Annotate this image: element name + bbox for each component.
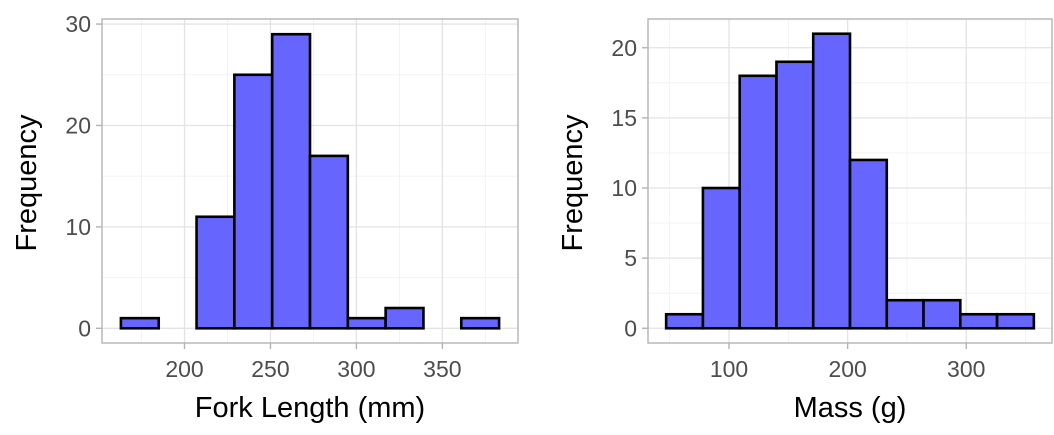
- fork-length-panel-border: [101, 18, 519, 344]
- fork-length-y-axis-title: Frequency: [11, 114, 43, 252]
- fork-length-histogram-bar: [119, 316, 161, 330]
- mass-y-tick-label: 10: [611, 175, 637, 201]
- fork-length-x-tick-label: 250: [251, 356, 289, 382]
- mass-y-tick-label: 0: [624, 315, 637, 341]
- fork-length-x-axis-title: Fork Length (mm): [195, 392, 425, 424]
- mass-histogram-bar: [848, 158, 889, 330]
- fork-length-histogram-bar: [459, 316, 501, 330]
- fork-length-x-tick-label: 200: [165, 356, 203, 382]
- fork-length-y-tick-label: 10: [65, 214, 91, 240]
- mass-histogram-bar: [959, 312, 999, 330]
- fork-length-histogram-bar: [384, 306, 425, 330]
- fork-length-x-tick-label: 300: [337, 356, 375, 382]
- mass-y-axis-title: Frequency: [557, 114, 589, 252]
- mass-panel-border: [647, 18, 1053, 344]
- mass-histogram-bar: [811, 32, 852, 330]
- fork-length-x-tick-label: 350: [423, 356, 461, 382]
- mass-y-tick-label: 20: [611, 35, 637, 61]
- mass-histogram-bar: [701, 186, 741, 330]
- fork-length-histogram-bar: [233, 73, 274, 330]
- mass-histogram-bar: [995, 312, 1036, 330]
- fork-length-y-tick-label: 30: [65, 11, 91, 37]
- mass-histogram-bar: [738, 74, 778, 330]
- fork-length-histogram-bar: [195, 215, 236, 330]
- mass-x-tick-label: 200: [828, 356, 866, 382]
- mass-histogram-bar: [922, 298, 962, 330]
- fork-length-y-tick-label: 20: [65, 112, 91, 138]
- fork-length-histogram-bar: [346, 316, 387, 330]
- mass-histogram-bar: [775, 60, 815, 330]
- mass-histogram-bar: [664, 312, 705, 330]
- mass-x-tick-label: 100: [710, 356, 748, 382]
- mass-x-tick-label: 300: [947, 356, 985, 382]
- mass-histogram-panel: 100 200 300 0 5 10 15 20 Mass (g) Frequency: [557, 18, 1053, 424]
- fork-length-histogram-panel: 200 250 300 350 0 10 20 30 Fork Length (mm) Frequ…: [11, 11, 519, 424]
- fork-length-histogram-bar: [308, 154, 350, 330]
- fork-length-histogram-bar: [270, 32, 312, 330]
- mass-histogram-bar: [885, 298, 925, 330]
- mass-y-tick-label: 15: [611, 105, 637, 131]
- mass-x-axis-title: Mass (g): [794, 392, 907, 424]
- fork-length-y-tick-label: 0: [78, 315, 91, 341]
- mass-y-tick-label: 5: [624, 245, 637, 271]
